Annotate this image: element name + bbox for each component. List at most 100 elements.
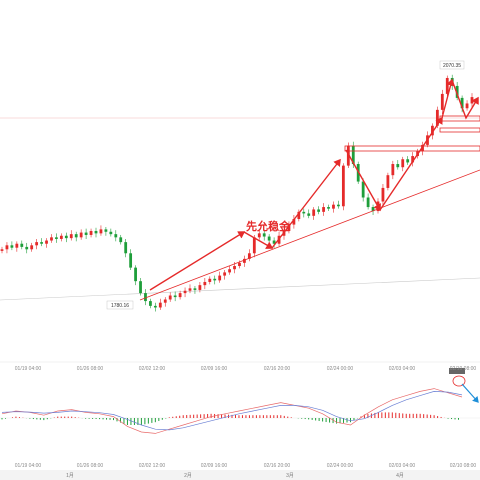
candle-body <box>391 164 395 176</box>
candle-body <box>322 207 325 212</box>
x-tick-lower: 02/24 00:00 <box>327 463 354 469</box>
candle-body <box>50 237 53 241</box>
candle-body <box>381 187 385 202</box>
candle-body <box>74 234 78 238</box>
candle-body <box>386 175 390 188</box>
candle-body <box>79 232 83 238</box>
candle-body <box>139 281 142 294</box>
candle-body <box>366 197 370 208</box>
candle-body <box>124 242 128 254</box>
candle-body <box>40 242 43 244</box>
candle-body <box>346 145 350 166</box>
macd-peak-circle <box>452 375 466 387</box>
x-tick-upper: 02/09 16:00 <box>201 366 228 372</box>
month-band-label: 3月 <box>286 473 294 479</box>
annotations <box>139 78 480 301</box>
candle-body <box>109 231 113 235</box>
candle-body <box>411 156 415 163</box>
candle-body <box>228 269 231 273</box>
candle-body <box>193 288 197 290</box>
month-band-label: 4月 <box>396 473 404 479</box>
candle-body <box>55 237 58 239</box>
resistance-zone <box>439 127 480 133</box>
high-price-label: 2070.35 <box>443 63 461 69</box>
trend-arrow <box>271 158 341 249</box>
x-tick-lower: 02/16 20:00 <box>264 463 291 469</box>
x-tick-upper: 02/10 08:00 <box>450 366 477 372</box>
candle-body <box>59 235 63 239</box>
candle-body <box>272 240 276 244</box>
candle-body <box>94 230 98 234</box>
candle-body <box>218 275 222 281</box>
candle-body <box>351 145 355 165</box>
candle-body <box>188 288 192 291</box>
candle-body <box>119 237 123 243</box>
x-tick-lower: 02/03 04:00 <box>389 463 416 469</box>
candle-body <box>149 301 152 306</box>
resistance-zone <box>439 115 480 122</box>
candle-body <box>198 285 202 290</box>
candle-body <box>45 240 48 244</box>
candle-body <box>332 204 335 209</box>
month-band-label: 2月 <box>184 473 192 479</box>
candles <box>0 74 474 312</box>
candle-body <box>312 209 316 216</box>
candle-body <box>431 125 434 136</box>
candle-body <box>208 278 212 282</box>
candle-body <box>10 245 14 248</box>
trend-arrow <box>243 231 274 249</box>
macd-dea-line <box>1 391 463 431</box>
candle-body <box>327 207 330 209</box>
x-tick-upper: 02/16 20:00 <box>264 366 291 372</box>
high-price-box <box>439 60 465 70</box>
x-tick-lower: 01/19 04:00 <box>15 463 42 469</box>
candle-body <box>114 234 118 238</box>
low-price-label: 1780.16 <box>111 303 129 309</box>
grey-support-line <box>0 277 480 301</box>
candle-body <box>287 224 291 231</box>
candle-body <box>297 211 301 220</box>
candle-body <box>406 159 410 163</box>
candle-body <box>337 204 340 207</box>
candle-body <box>5 245 9 250</box>
candle-body <box>0 249 4 251</box>
x-tick-upper: 01/19 04:00 <box>15 366 42 372</box>
candle-body <box>257 233 261 238</box>
candle-body <box>15 243 19 248</box>
candle-body <box>396 164 400 168</box>
candle-body <box>163 299 167 303</box>
candle-body <box>243 258 246 263</box>
candle-body <box>168 295 172 300</box>
candle-body <box>203 281 207 286</box>
x-tick-upper: 01/26 08:00 <box>77 366 104 372</box>
candle-body <box>213 278 217 281</box>
candle-body <box>144 293 147 302</box>
candle-body <box>158 302 162 308</box>
candle-body <box>35 242 39 246</box>
candle-body <box>401 159 405 168</box>
upper-x-axis: 01/19 04:00 01/26 08:00 02/02 12:00 02/0… <box>15 366 477 372</box>
x-tick-upper: 02/02 12:00 <box>139 366 166 372</box>
resistance-zone <box>344 145 480 152</box>
x-tick-upper: 02/03 04:00 <box>389 366 416 372</box>
candle-body <box>252 237 256 254</box>
candle-body <box>129 253 133 268</box>
candle-body <box>470 97 474 104</box>
trend-arrow <box>379 116 443 211</box>
candle-body <box>173 295 177 298</box>
lower-x-axis: 01/19 04:00 01/26 08:00 02/02 12:00 02/0… <box>15 463 477 469</box>
month-band-bar <box>0 470 480 480</box>
candle-body <box>292 219 296 225</box>
candle-body <box>262 233 266 237</box>
month-band-label: 1月 <box>66 473 74 479</box>
annotation-text: 先允稳金 <box>246 219 291 233</box>
x-tick-lower: 02/02 12:00 <box>139 463 166 469</box>
candle-body <box>267 236 271 241</box>
candle-body <box>455 85 459 98</box>
candle-body <box>460 97 464 109</box>
candle-body <box>238 262 241 267</box>
x-tick-lower: 02/09 16:00 <box>201 463 228 469</box>
month-bands: 1月 2月 3月 4月 <box>66 473 404 479</box>
candle-body <box>440 93 444 110</box>
